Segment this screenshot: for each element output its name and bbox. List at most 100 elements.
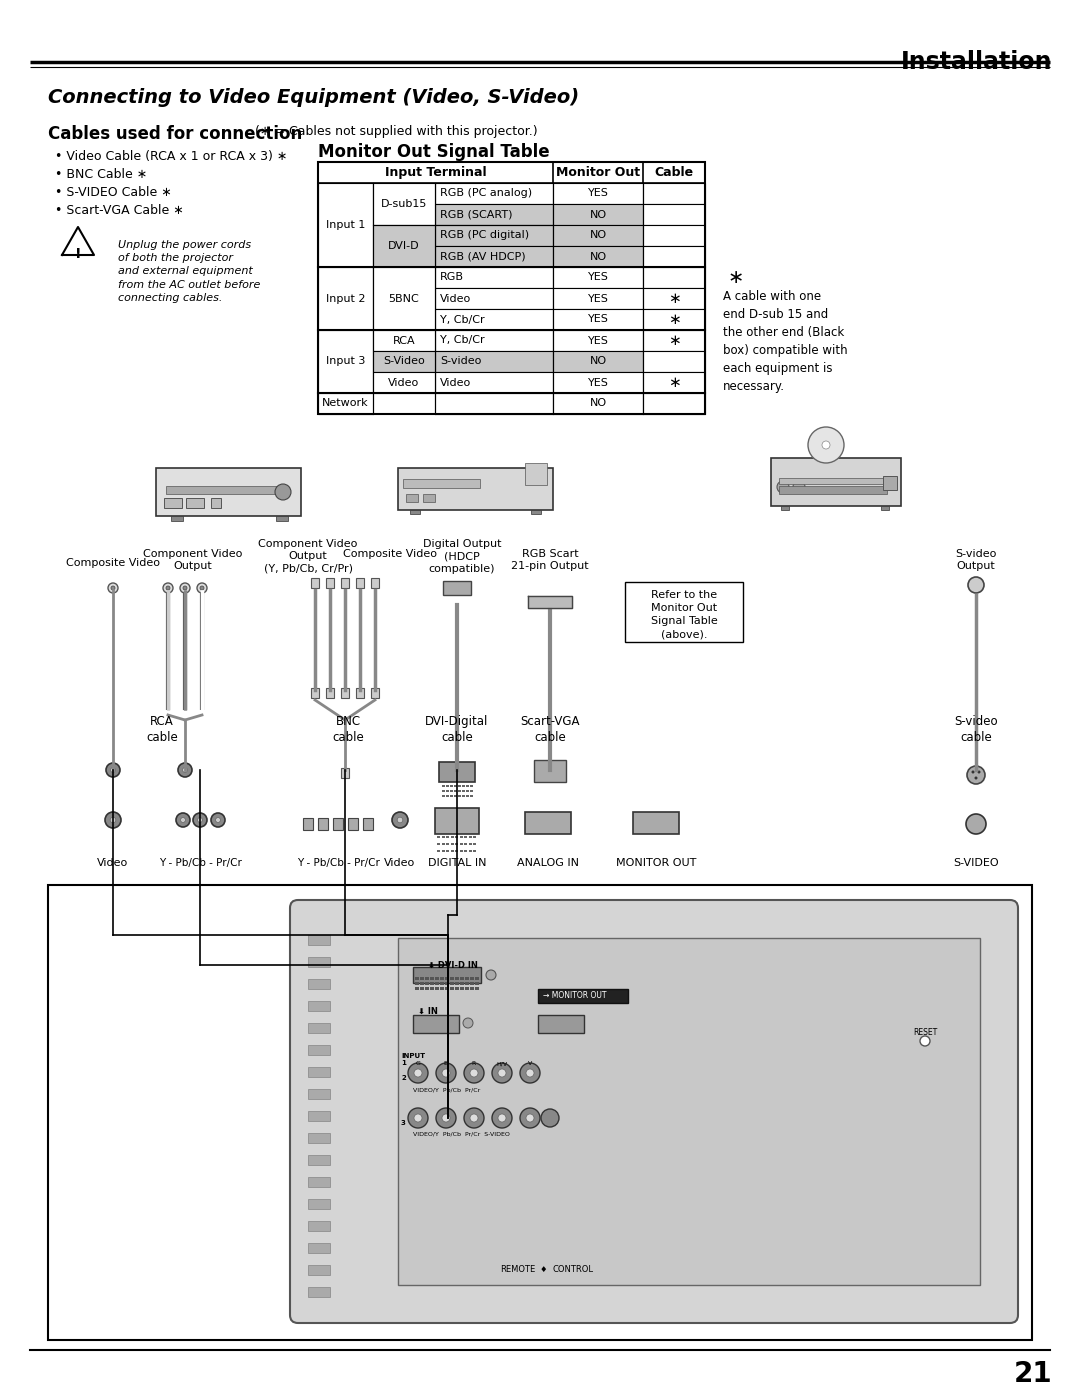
Circle shape [968,577,984,592]
Text: BNC
cable: BNC cable [333,715,364,745]
Bar [465,988,469,990]
Bar [445,982,449,985]
Bar [426,977,429,981]
Text: → MONITOR OUT: → MONITOR OUT [543,992,607,1000]
Circle shape [110,817,116,823]
Bar [553,183,643,204]
Bar [318,330,373,393]
Bar [445,977,449,981]
Bar [455,977,459,981]
Bar [475,982,480,985]
Bar [373,225,435,267]
Bar [435,267,553,288]
Bar [470,795,473,798]
Bar [450,789,453,792]
Bar [531,510,541,514]
Bar [469,849,472,852]
Bar [435,204,553,225]
Bar [373,183,435,225]
Bar [454,785,457,787]
Bar [450,977,454,981]
Bar [308,935,330,944]
Text: Connecting to Video Equipment (Video, S-Video): Connecting to Video Equipment (Video, S-… [48,88,579,108]
Circle shape [470,1113,478,1122]
Circle shape [777,481,789,493]
Bar [446,789,449,792]
Bar [437,849,440,852]
Circle shape [180,817,186,823]
Bar [348,819,357,830]
Bar [341,768,349,778]
Bar [373,267,435,330]
Bar [308,979,330,989]
Bar [643,267,705,288]
Bar [318,162,705,414]
Text: A cable with one
end D-sub 15 and
the other end (Black
box) compatible with
each: A cable with one end D-sub 15 and the ot… [723,291,848,393]
Bar [435,309,553,330]
Text: INPUT
1: INPUT 1 [401,1053,426,1066]
Text: • S-VIDEO Cable ∗: • S-VIDEO Cable ∗ [55,186,172,198]
Bar [399,937,980,1285]
Bar [460,988,464,990]
Bar [446,795,449,798]
Bar [426,988,429,990]
Text: Y, Cb/Cr: Y, Cb/Cr [440,314,485,324]
Bar [450,835,454,838]
Circle shape [920,1037,930,1046]
Text: DIGITAL IN: DIGITAL IN [428,858,486,868]
Bar [459,842,462,845]
Bar [166,486,286,495]
Bar [465,789,469,792]
Bar [464,849,467,852]
Bar [525,462,546,485]
Bar [470,789,473,792]
Bar [459,835,462,838]
Bar [420,977,424,981]
Circle shape [442,1069,450,1077]
Text: RGB (PC digital): RGB (PC digital) [440,231,529,240]
Bar [326,687,334,698]
Bar [454,795,457,798]
Bar [465,977,469,981]
Text: Input 1: Input 1 [326,219,365,231]
Circle shape [197,583,207,592]
Circle shape [106,763,120,777]
Bar [373,351,435,372]
Bar [318,162,705,183]
Bar [538,1016,584,1032]
Bar [446,835,449,838]
Text: 2: 2 [401,1076,406,1081]
Circle shape [408,1063,428,1083]
Bar [462,789,465,792]
Bar [470,977,474,981]
Text: D-sub15: D-sub15 [381,198,428,210]
Bar [450,988,454,990]
Bar [311,687,319,698]
Bar [455,988,459,990]
Bar [435,988,438,990]
Bar [455,982,459,985]
Text: !: ! [75,247,81,261]
Bar [276,515,288,521]
Bar [771,458,901,506]
Text: ∗: ∗ [728,268,744,286]
Circle shape [178,763,192,777]
Bar [435,225,553,246]
Bar [455,842,458,845]
Text: Cables used for connection: Cables used for connection [48,124,302,142]
Text: S-VIDEO: S-VIDEO [954,858,999,868]
Bar [643,246,705,267]
Bar [435,977,438,981]
Text: • BNC Cable ∗: • BNC Cable ∗ [55,168,147,182]
Bar [437,842,440,845]
Bar [470,982,474,985]
Circle shape [198,817,202,823]
Text: RCA
cable: RCA cable [146,715,178,745]
Text: DVI-Digital
cable: DVI-Digital cable [426,715,488,745]
Bar [435,246,553,267]
Bar [553,330,643,351]
Text: ∗: ∗ [667,374,680,390]
Circle shape [166,585,170,590]
Bar [450,795,453,798]
Bar [469,835,472,838]
